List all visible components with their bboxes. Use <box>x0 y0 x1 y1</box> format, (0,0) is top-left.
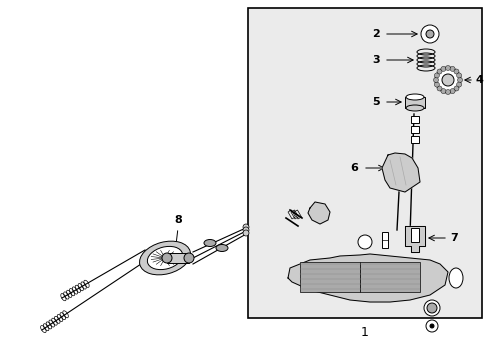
Circle shape <box>436 69 441 74</box>
Polygon shape <box>381 153 419 192</box>
Bar <box>167 253 189 263</box>
Circle shape <box>425 30 433 38</box>
Ellipse shape <box>139 241 190 275</box>
Circle shape <box>433 77 438 82</box>
Circle shape <box>433 73 439 78</box>
Bar <box>381 232 387 248</box>
Circle shape <box>436 86 441 91</box>
Text: 8: 8 <box>174 215 182 225</box>
Circle shape <box>445 90 449 95</box>
Text: 7: 7 <box>449 233 457 243</box>
Circle shape <box>449 89 454 94</box>
Circle shape <box>434 67 460 93</box>
Bar <box>247 8 481 318</box>
Circle shape <box>357 235 371 249</box>
Circle shape <box>440 66 445 71</box>
Circle shape <box>456 73 461 78</box>
Ellipse shape <box>405 94 423 100</box>
Circle shape <box>243 224 248 230</box>
Bar <box>410 228 418 242</box>
Ellipse shape <box>162 253 172 263</box>
Circle shape <box>423 300 439 316</box>
Text: 5: 5 <box>372 97 379 107</box>
Polygon shape <box>287 254 447 302</box>
Circle shape <box>426 303 436 313</box>
Circle shape <box>453 86 458 91</box>
Circle shape <box>420 25 438 43</box>
Ellipse shape <box>203 239 216 247</box>
Text: 4: 4 <box>475 75 483 85</box>
Bar <box>410 126 418 133</box>
Bar <box>299 262 359 292</box>
Circle shape <box>433 82 439 87</box>
Polygon shape <box>307 202 329 224</box>
Circle shape <box>243 230 248 236</box>
Circle shape <box>440 89 445 94</box>
Circle shape <box>445 66 449 71</box>
Circle shape <box>429 324 433 328</box>
Circle shape <box>243 227 248 233</box>
Circle shape <box>456 82 461 87</box>
Polygon shape <box>404 226 424 252</box>
Circle shape <box>441 74 453 86</box>
Circle shape <box>457 77 462 82</box>
Text: 2: 2 <box>371 29 379 39</box>
Text: 6: 6 <box>349 163 357 173</box>
Bar <box>293 210 301 219</box>
Ellipse shape <box>216 244 227 252</box>
Text: 1: 1 <box>360 325 368 338</box>
Bar <box>410 116 418 123</box>
Circle shape <box>453 69 458 74</box>
Bar <box>287 210 295 219</box>
Ellipse shape <box>405 105 423 111</box>
Ellipse shape <box>448 268 462 288</box>
Bar <box>290 210 298 219</box>
Ellipse shape <box>183 253 194 263</box>
Bar <box>404 97 424 108</box>
Bar <box>410 136 418 143</box>
Circle shape <box>449 66 454 71</box>
Circle shape <box>425 320 437 332</box>
Ellipse shape <box>147 246 182 270</box>
Text: 3: 3 <box>372 55 379 65</box>
Bar <box>359 262 419 292</box>
